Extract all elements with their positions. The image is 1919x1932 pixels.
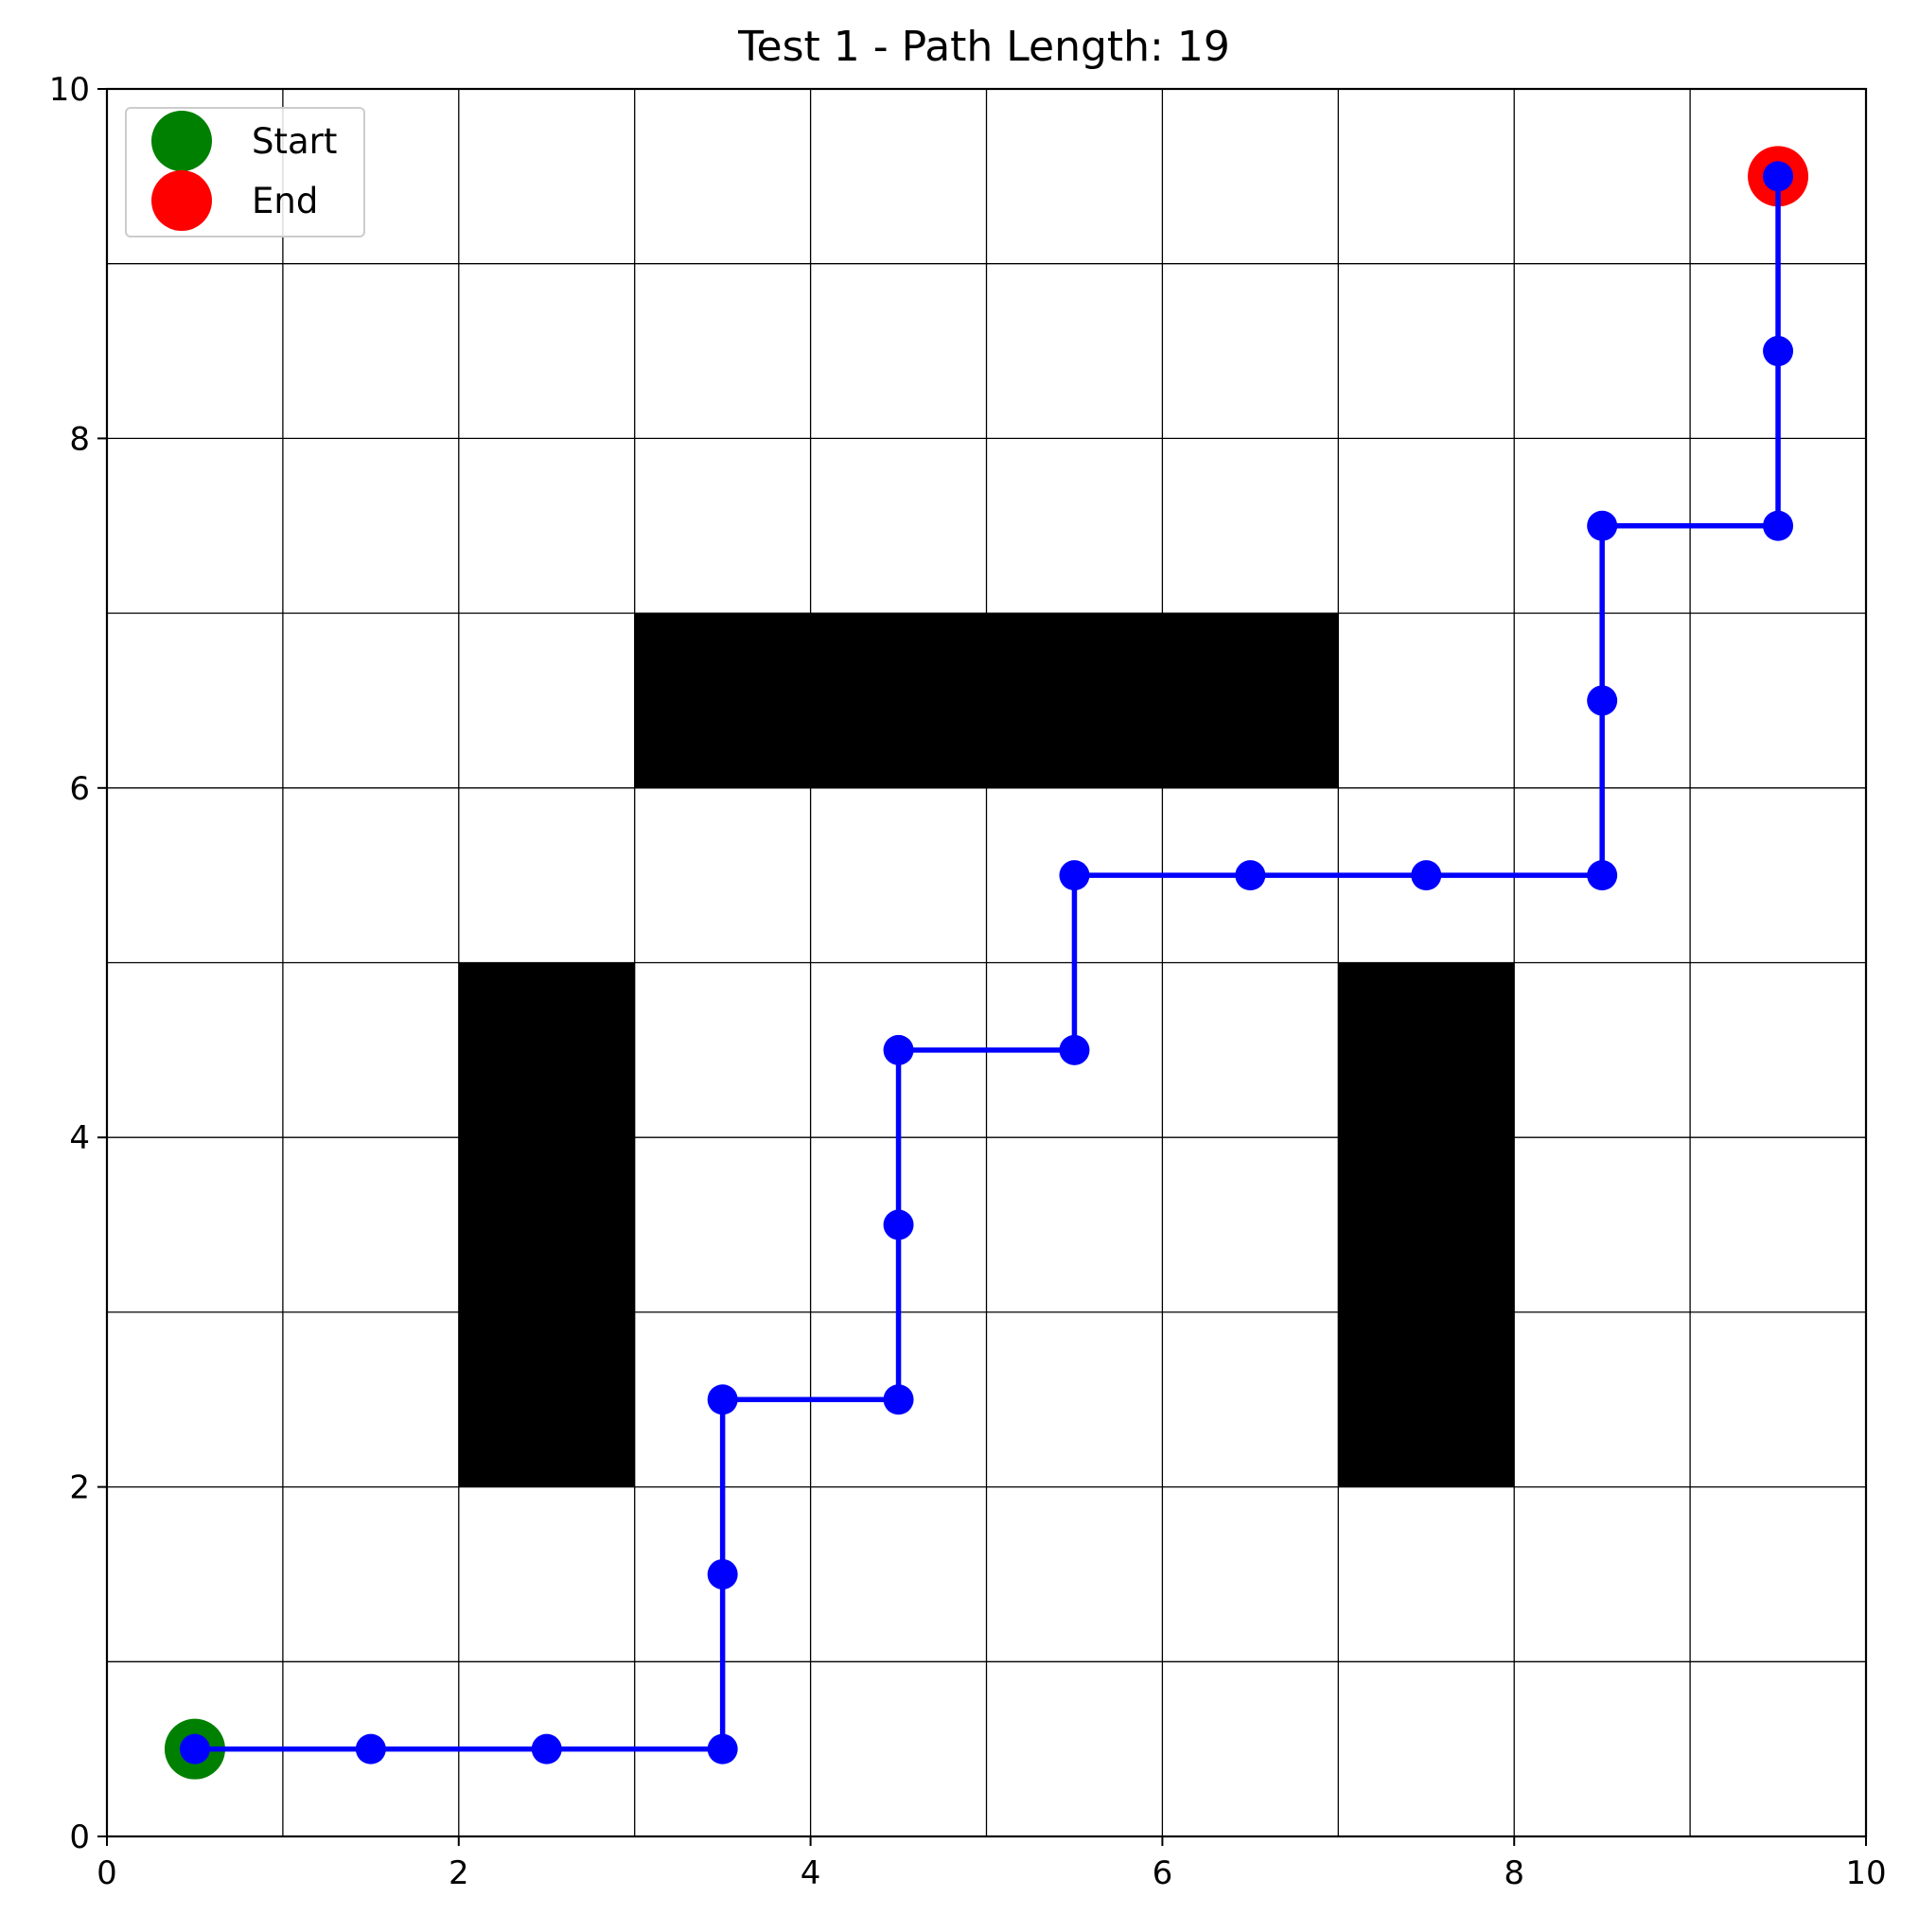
path-point xyxy=(531,1733,562,1765)
x-tick-label: 4 xyxy=(801,1854,821,1892)
legend-start-label: Start xyxy=(252,121,337,162)
path-point xyxy=(1059,860,1090,891)
path-point xyxy=(179,1733,210,1765)
x-tick-label: 0 xyxy=(97,1854,117,1892)
legend: Start End xyxy=(125,107,365,237)
path-point xyxy=(1587,860,1618,891)
y-tick-label: 10 xyxy=(49,71,90,109)
chart-title: Test 1 - Path Length: 19 xyxy=(737,23,1230,71)
obstacle-2 xyxy=(1338,962,1515,1487)
path-point xyxy=(1763,161,1794,192)
path-point xyxy=(1059,1034,1090,1065)
y-tick-label: 0 xyxy=(69,1818,90,1856)
path-point xyxy=(883,1209,914,1240)
path-point xyxy=(707,1558,738,1590)
path-point xyxy=(1763,336,1794,367)
y-tick-label: 6 xyxy=(69,770,90,808)
x-tick-label: 2 xyxy=(449,1854,469,1892)
path-point xyxy=(1587,685,1618,716)
legend-end-swatch xyxy=(151,170,212,231)
x-tick-label: 8 xyxy=(1504,1854,1524,1892)
path-point xyxy=(355,1733,386,1765)
y-tick-label: 8 xyxy=(69,420,90,458)
path-point xyxy=(707,1733,738,1765)
legend-start-swatch xyxy=(151,111,212,171)
path-layer xyxy=(179,161,1794,1765)
path-point xyxy=(707,1384,738,1415)
obstacle-1 xyxy=(458,962,635,1487)
path-point xyxy=(1587,510,1618,541)
path-point xyxy=(1763,510,1794,541)
path-point xyxy=(1235,860,1266,891)
x-tick-label: 10 xyxy=(1845,1854,1886,1892)
axes-frame xyxy=(105,87,1868,1838)
x-tick-label: 6 xyxy=(1153,1854,1173,1892)
path-point xyxy=(883,1034,914,1065)
y-tick-label: 4 xyxy=(69,1119,90,1157)
axes-layer: 0 2 4 6 8 10 0 2 4 6 8 10 xyxy=(49,71,1887,1892)
path-point xyxy=(883,1384,914,1415)
path-point xyxy=(1411,860,1442,891)
legend-end-label: End xyxy=(252,181,318,221)
y-tick-label: 2 xyxy=(69,1469,90,1507)
